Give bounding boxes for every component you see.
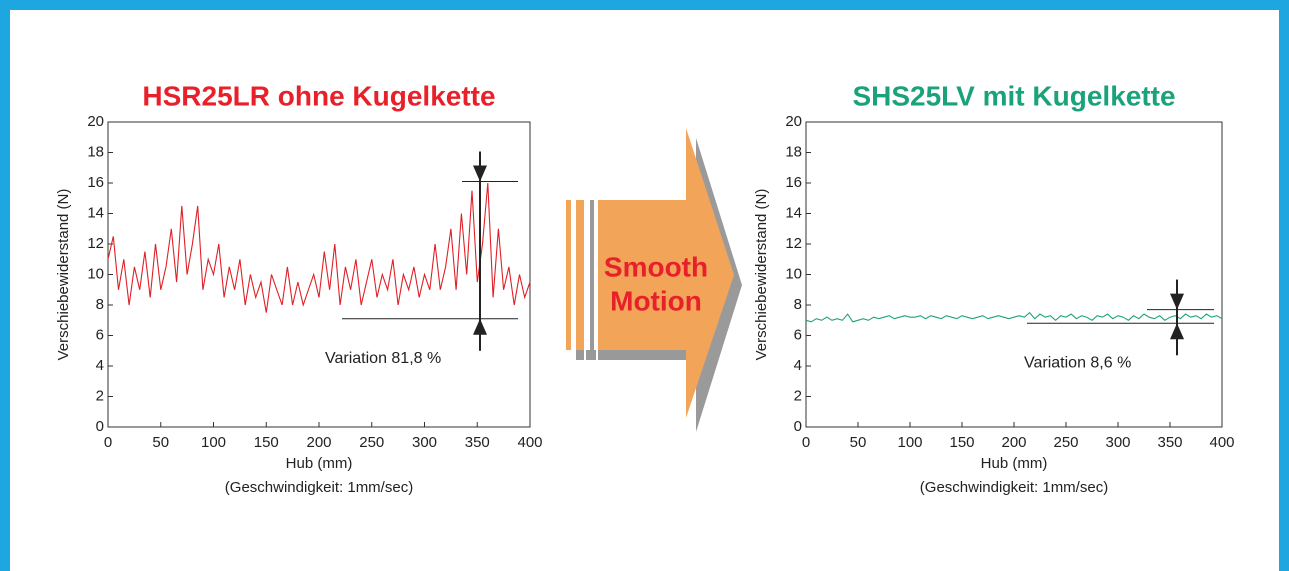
x-tick-label: 100 [897,434,922,451]
annotation: Variation 8,6 % [1024,355,1131,372]
y-tick-label: 14 [87,204,104,221]
chart-title: HSR25LR ohne Kugelkette [142,80,495,111]
y-tick-label: 18 [785,143,802,160]
x-tick-label: 50 [152,434,169,451]
y-tick-label: 8 [96,296,104,313]
x-tick-label: 0 [802,434,810,451]
data-line [805,311,1223,323]
x-tick-label: 350 [465,434,490,451]
y-tick-label: 2 [794,387,802,404]
y-tick-label: 10 [785,265,802,282]
center-label: Smooth [604,251,708,282]
center-label: Motion [610,285,702,316]
y-tick-label: 0 [96,418,104,435]
x-tick-label: 50 [850,434,867,451]
data-line [107,182,531,313]
x-tick-label: 150 [949,434,974,451]
smooth-arrow [566,128,742,432]
x-tick-label: 0 [104,434,112,451]
x-tick-label: 250 [359,434,384,451]
x-axis-label: Hub (mm) [286,455,353,472]
note: (Geschwindigkeit: 1mm/sec) [920,479,1108,496]
annotation: Variation 81,8 % [325,350,441,367]
y-tick-label: 12 [785,235,802,252]
y-tick-label: 16 [785,174,802,191]
y-tick-label: 20 [87,113,104,130]
note: (Geschwindigkeit: 1mm/sec) [225,479,413,496]
y-tick-label: 18 [87,143,104,160]
y-tick-label: 16 [87,174,104,191]
y-tick-label: 8 [794,296,802,313]
y-axis-label: Verschiebewiderstand (N) [753,189,770,361]
x-tick-label: 350 [1157,434,1182,451]
y-tick-label: 20 [785,113,802,130]
y-tick-label: 12 [87,235,104,252]
x-axis-label: Hub (mm) [981,455,1048,472]
x-tick-label: 300 [412,434,437,451]
x-tick-label: 200 [1001,434,1026,451]
arrow-head [473,318,487,335]
plot-frame [805,121,1223,428]
y-tick-label: 6 [96,326,104,343]
x-tick-label: 400 [1209,434,1234,451]
x-tick-label: 300 [1105,434,1130,451]
y-tick-label: 4 [794,357,802,374]
y-tick-label: 4 [96,357,104,374]
x-tick-label: 400 [517,434,542,451]
y-tick-label: 14 [785,204,802,221]
y-tick-label: 6 [794,326,802,343]
x-tick-label: 150 [254,434,279,451]
y-axis-label: Verschiebewiderstand (N) [55,189,72,361]
arrow-head [1170,323,1184,340]
arrow-head [1170,293,1184,310]
y-tick-label: 10 [87,265,104,282]
y-tick-label: 0 [794,418,802,435]
x-tick-label: 100 [201,434,226,451]
arrow-head [473,165,487,182]
chart-title: SHS25LV mit Kugelkette [852,80,1175,111]
x-tick-label: 200 [306,434,331,451]
x-tick-label: 250 [1053,434,1078,451]
y-tick-label: 2 [96,387,104,404]
